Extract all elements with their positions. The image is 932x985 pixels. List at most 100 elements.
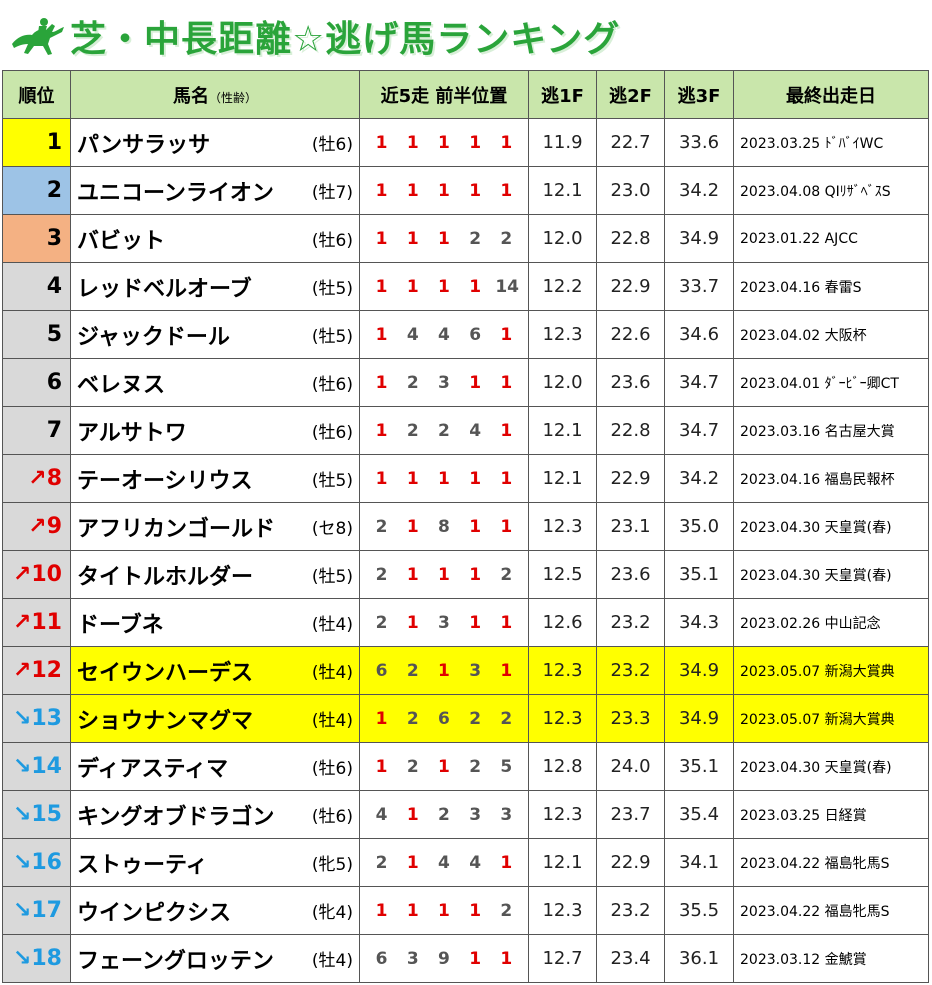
position-value: 1 [500, 468, 513, 489]
position-value: 1 [469, 948, 482, 969]
split-f1: 12.7 [528, 934, 597, 983]
split-f2: 23.6 [596, 550, 665, 599]
position-value: 3 [438, 372, 450, 393]
position-value: 1 [375, 420, 388, 441]
sex-age: (牡6) [297, 118, 360, 167]
ranking-table: 順位 馬名（性齢） 近5走 前半位置 逃1F 逃2F 逃3F 最終出走日 1 パン… [2, 70, 929, 983]
horse-name: ショウナンマグマ [70, 694, 298, 743]
position-value: 1 [375, 132, 388, 153]
split-f2: 22.9 [596, 262, 665, 311]
position-value: 1 [469, 468, 482, 489]
position-value: 2 [438, 804, 450, 825]
position-value: 1 [406, 180, 419, 201]
position-value: 1 [469, 276, 482, 297]
split-f1: 12.6 [528, 598, 597, 647]
split-f3: 34.7 [664, 358, 734, 407]
position-value: 5 [500, 756, 513, 777]
position-value: 1 [375, 756, 388, 777]
rank-number: 17 [31, 898, 62, 923]
position-value: 4 [406, 324, 419, 345]
trend-down-icon: ↘ [12, 802, 32, 827]
positions-cell: 1 1 1 1 14 [359, 262, 529, 311]
position-value: 1 [438, 900, 450, 921]
position-value: 3 [469, 804, 482, 825]
rank-cell: ↘16 [2, 838, 71, 887]
sex-age: (牡6) [297, 214, 360, 263]
trend-down-icon: ↘ [12, 850, 32, 875]
split-f1: 12.3 [528, 310, 597, 359]
header-f1: 逃1F [528, 70, 597, 119]
split-f3: 35.4 [664, 790, 734, 839]
split-f2: 23.3 [596, 694, 665, 743]
rank-number: 8 [46, 466, 62, 491]
split-f2: 23.4 [596, 934, 665, 983]
header-name-sub: （性齢） [208, 90, 257, 105]
position-value: 3 [500, 804, 513, 825]
rank-number: 15 [31, 802, 62, 827]
position-value: 1 [406, 468, 419, 489]
rank-number: 1 [46, 130, 62, 155]
position-value: 1 [469, 132, 482, 153]
rank-number: 5 [46, 322, 62, 347]
rank-cell: ↘17 [2, 886, 71, 935]
header-name-label: 馬名 [172, 85, 209, 107]
horse-name: テーオーシリウス [70, 454, 298, 503]
table-row: 1 パンサラッサ (牡6) 1 1 1 1 1 11.9 22.7 33.6 2023.03.25 ﾄ… [2, 118, 929, 167]
position-value: 1 [500, 612, 513, 633]
position-value: 1 [500, 372, 513, 393]
sex-age: (牡6) [297, 742, 360, 791]
horse-name: バビット [70, 214, 298, 263]
position-value: 1 [375, 228, 388, 249]
last-race: 2023.01.22 AJCC [733, 214, 929, 263]
last-race: 2023.04.22 福島牝馬S [733, 838, 929, 887]
position-value: 1 [438, 276, 450, 297]
split-f2: 22.8 [596, 406, 665, 455]
last-race: 2023.05.07 新潟大賞典 [733, 646, 929, 695]
header-f2: 逃2F [596, 70, 665, 119]
split-f2: 23.6 [596, 358, 665, 407]
trend-up-icon: ↗ [28, 466, 47, 491]
position-value: 1 [406, 132, 419, 153]
position-value: 2 [500, 900, 513, 921]
position-value: 1 [500, 324, 513, 345]
position-value: 4 [469, 852, 482, 873]
rank-cell: ↘14 [2, 742, 71, 791]
split-f2: 23.2 [596, 598, 665, 647]
split-f3: 34.9 [664, 646, 734, 695]
split-f3: 34.2 [664, 166, 734, 215]
split-f1: 12.5 [528, 550, 597, 599]
rank-cell: ↗11 [2, 598, 71, 647]
rank-number: 11 [31, 610, 62, 635]
position-value: 1 [500, 852, 513, 873]
sex-age: (牡5) [297, 262, 360, 311]
split-f1: 12.8 [528, 742, 597, 791]
position-value: 1 [406, 804, 419, 825]
position-value: 1 [375, 372, 388, 393]
rank-cell: ↘18 [2, 934, 71, 983]
split-f1: 12.0 [528, 358, 597, 407]
split-f3: 34.9 [664, 214, 734, 263]
header-f3: 逃3F [664, 70, 734, 119]
rank-cell: 4 [2, 262, 71, 311]
sex-age: (牡5) [297, 310, 360, 359]
rank-number: 16 [31, 850, 62, 875]
horse-name: キングオブドラゴン [70, 790, 298, 839]
trend-up-icon: ↗ [28, 514, 47, 539]
horse-name: ユニコーンライオン [70, 166, 298, 215]
position-value: 14 [495, 276, 520, 297]
position-value: 3 [469, 660, 482, 681]
split-f2: 23.1 [596, 502, 665, 551]
position-value: 1 [375, 276, 388, 297]
rank-number: 13 [31, 706, 62, 731]
position-value: 1 [500, 516, 513, 537]
split-f2: 22.9 [596, 838, 665, 887]
split-f1: 12.3 [528, 790, 597, 839]
split-f1: 12.3 [528, 502, 597, 551]
position-value: 2 [375, 564, 388, 585]
